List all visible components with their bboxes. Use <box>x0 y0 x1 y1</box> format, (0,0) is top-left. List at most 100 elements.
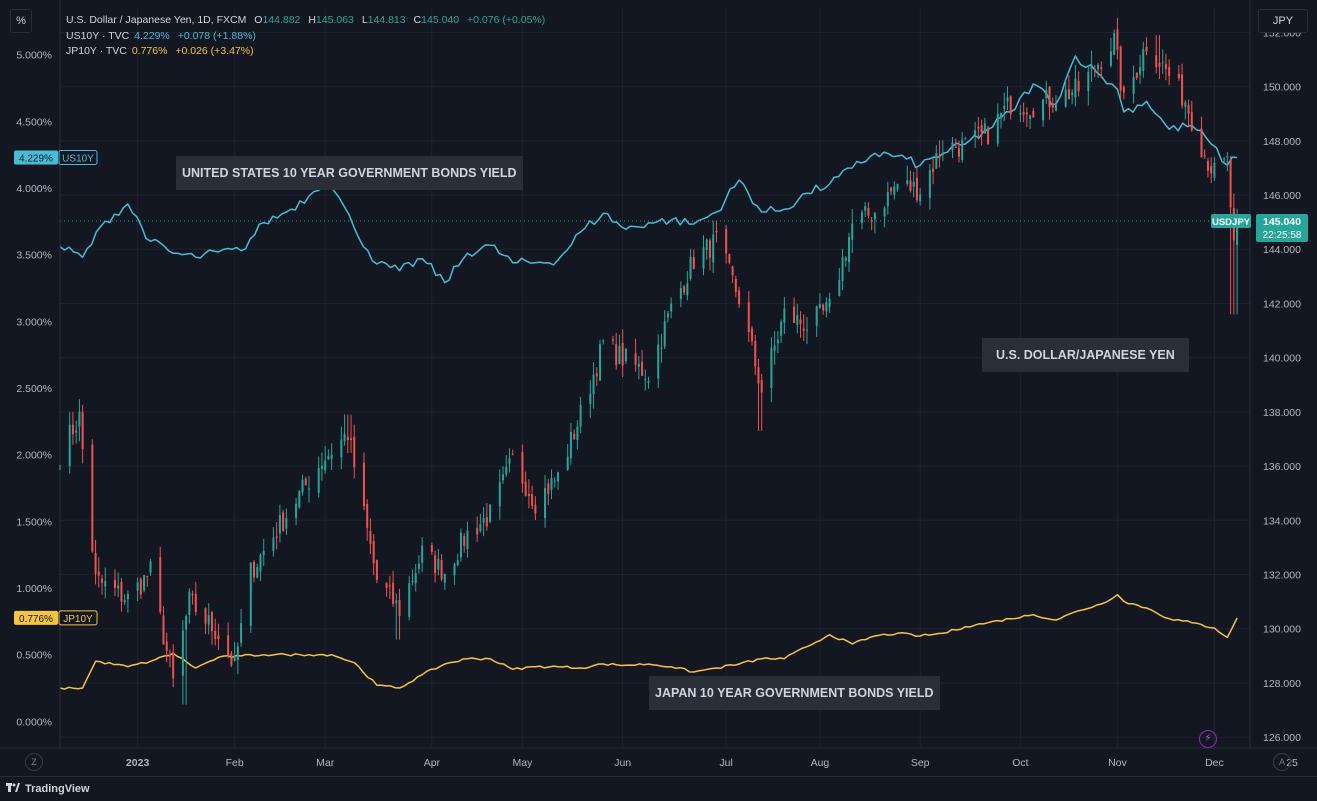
grid <box>60 8 1250 748</box>
annotation-jp10y[interactable]: JAPAN 10 YEAR GOVERNMENT BONDS YIELD <box>649 676 940 710</box>
candle-body <box>579 404 582 427</box>
candle-body <box>320 465 323 469</box>
candle-body <box>71 424 74 435</box>
x-axis-tick-label: Dec <box>1205 757 1224 769</box>
right-axis-tick-label: 138.000 <box>1263 407 1301 419</box>
candle-body <box>624 348 627 362</box>
candle-body <box>1025 112 1028 115</box>
candle-body <box>434 555 437 574</box>
lightning-icon[interactable]: ⚡ <box>1199 730 1217 748</box>
legend-us10y[interactable]: US10Y · TVC 4.229% +0.078 (+1.88%) <box>66 29 545 45</box>
candle-body <box>1177 73 1180 79</box>
candle-body <box>705 239 708 251</box>
close-value: 145.040 <box>421 14 460 26</box>
annotation-usdjpy[interactable]: U.S. DOLLAR/JAPANESE YEN <box>982 338 1189 372</box>
candle-body <box>1090 64 1093 69</box>
candle-body <box>230 653 233 666</box>
candle-body <box>670 303 673 312</box>
x-axis-tick-label: Mar <box>316 757 335 769</box>
candle-body <box>324 460 327 471</box>
candle-body <box>301 479 304 493</box>
candle-body <box>1109 51 1112 66</box>
candle-body <box>634 353 637 365</box>
candle-body <box>489 504 492 522</box>
candle-body <box>1042 99 1045 121</box>
candle-body <box>340 439 343 457</box>
candle-body <box>1206 161 1209 171</box>
candle-body <box>602 340 605 342</box>
brand[interactable]: TradingView <box>6 783 90 795</box>
candle-body <box>1097 64 1100 70</box>
auto-scale-button[interactable]: A <box>1273 753 1291 771</box>
zoom-left-button[interactable]: Z <box>25 753 43 771</box>
candle-body <box>644 378 647 380</box>
candle-body <box>1116 29 1119 50</box>
candle-body <box>327 455 330 460</box>
right-axis-unit-button[interactable]: JPY <box>1258 9 1308 33</box>
candle-body <box>1051 103 1054 108</box>
candle-body <box>1087 71 1090 92</box>
candle-body <box>75 430 78 433</box>
candle-body <box>120 581 123 602</box>
candle-body <box>1122 87 1125 93</box>
left-axis-unit-button[interactable]: % <box>10 9 32 33</box>
candle-body <box>256 566 259 578</box>
left-axis-tick-label: 3.500% <box>16 250 52 262</box>
candle-body <box>511 454 514 456</box>
candle-body <box>867 208 870 216</box>
jp10y-badge-value-box <box>14 610 58 625</box>
candle-body <box>227 635 230 656</box>
x-axis-tick-label: Nov <box>1108 757 1127 769</box>
candle-body <box>841 257 844 281</box>
legend-jp10y[interactable]: JP10Y · TVC 0.776% +0.026 (+3.47%) <box>66 44 545 60</box>
candle-body <box>1200 128 1203 158</box>
x-axis-tick-label: Jun <box>614 757 631 769</box>
high-value: 145.063 <box>315 14 354 26</box>
left-axis-tick-label: 1.000% <box>16 583 52 595</box>
candle-body <box>754 340 757 367</box>
candle-body <box>502 474 505 481</box>
candle-body <box>159 557 162 612</box>
candle-body <box>285 518 288 529</box>
candle-body <box>217 635 220 640</box>
candle-body <box>589 393 592 404</box>
right-axis-tick-label: 128.000 <box>1263 678 1301 690</box>
candle-body <box>1077 80 1080 92</box>
candle-body <box>136 582 139 591</box>
candle-body <box>485 517 488 527</box>
usdjpy-countdown: 22:25:58 <box>1263 230 1302 241</box>
candle-body <box>954 146 957 148</box>
candle-body <box>1045 90 1048 98</box>
candle-body <box>848 236 851 263</box>
candle-body <box>508 458 511 464</box>
usdjpy-price-box <box>1256 214 1308 243</box>
candle-body <box>980 125 983 133</box>
candle-body <box>1003 105 1006 109</box>
candle-body <box>453 563 456 576</box>
candle-body <box>113 579 116 589</box>
candle-body <box>1093 69 1096 71</box>
axes: 126.000 128.000 130.000 132.000 134.000 136.0… <box>0 0 1317 769</box>
footer: TradingView <box>0 776 1317 801</box>
us10y-badge-label-box <box>58 149 98 165</box>
candle-body <box>272 537 275 551</box>
left-axis-tick-label: 3.000% <box>16 316 52 328</box>
legend-main-series[interactable]: U.S. Dollar / Japanese Yen, 1D, FXCM O14… <box>66 13 545 29</box>
candle-body <box>408 583 411 617</box>
candle-body <box>987 127 990 145</box>
candle-body <box>298 491 301 508</box>
candle-body <box>686 283 689 296</box>
candlesticks <box>58 18 1239 705</box>
right-axis-tick-label: 130.000 <box>1263 624 1301 636</box>
candle-body <box>240 623 243 643</box>
annotation-us10y[interactable]: UNITED STATES 10 YEAR GOVERNMENT BONDS Y… <box>176 156 523 190</box>
candle-body <box>282 512 285 531</box>
candle-body <box>275 536 278 538</box>
candle-body <box>938 154 941 158</box>
candle-body <box>172 652 175 679</box>
candle-body <box>890 187 893 192</box>
candle-body <box>1032 110 1035 118</box>
candle-body <box>353 436 356 468</box>
candle-body <box>961 139 964 160</box>
